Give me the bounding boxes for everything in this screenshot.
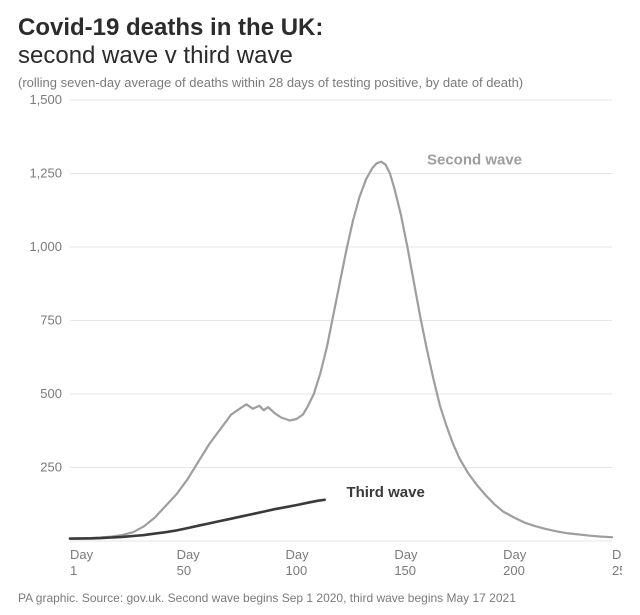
x-tick-label: Day250 — [612, 547, 622, 578]
chart-footer: PA graphic. Source: gov.uk. Second wave … — [18, 585, 622, 605]
svg-text:1: 1 — [70, 563, 77, 578]
svg-text:250: 250 — [612, 563, 622, 578]
chart-title-bold: Covid-19 deaths in the UK: — [18, 14, 622, 42]
x-tick-label: Day150 — [394, 547, 418, 578]
y-tick-label: 250 — [40, 460, 62, 475]
svg-text:150: 150 — [394, 563, 416, 578]
y-tick-label: 1,000 — [29, 239, 62, 254]
svg-text:Day: Day — [285, 547, 309, 562]
y-tick-label: 750 — [40, 313, 62, 328]
svg-text:100: 100 — [285, 563, 307, 578]
svg-text:Day: Day — [612, 547, 622, 562]
x-tick-label: Day200 — [503, 547, 527, 578]
y-tick-label: 500 — [40, 386, 62, 401]
chart-area: 2505007501,0001,2501,500Day1Day50Day100D… — [18, 94, 622, 585]
y-tick-label: 1,500 — [29, 94, 62, 107]
chart-subtitle: (rolling seven-day average of deaths wit… — [18, 75, 622, 90]
svg-text:Day: Day — [177, 547, 201, 562]
svg-text:Day: Day — [394, 547, 418, 562]
svg-text:50: 50 — [177, 563, 191, 578]
series-label-second-wave: Second wave — [427, 152, 522, 169]
svg-text:Day: Day — [70, 547, 94, 562]
chart-title-rest: second wave v third wave — [18, 42, 622, 70]
svg-text:Day: Day — [503, 547, 527, 562]
line-chart: 2505007501,0001,2501,500Day1Day50Day100D… — [18, 94, 622, 585]
svg-text:200: 200 — [503, 563, 525, 578]
x-tick-label: Day100 — [285, 547, 309, 578]
y-tick-label: 1,250 — [29, 166, 62, 181]
series-label-third-wave: Third wave — [346, 484, 424, 501]
